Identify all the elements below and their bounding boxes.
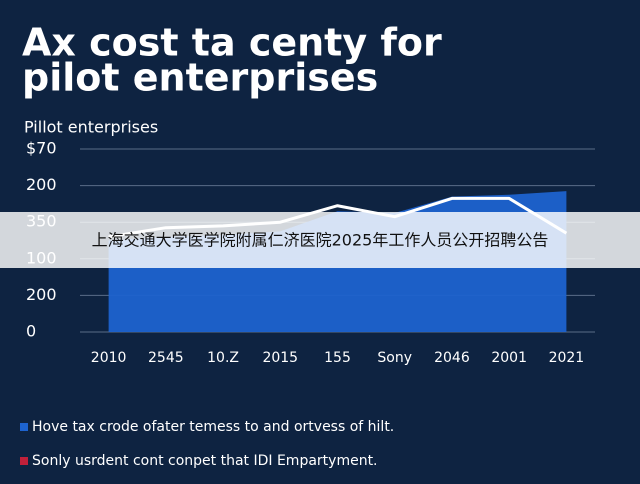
x-tick-label: 2046 <box>434 350 470 366</box>
x-tick-label: 2545 <box>148 350 184 366</box>
legend-marker <box>20 423 28 431</box>
banner-text: 上海交通大学医学院附属仁济医院2025年工作人员公开招聘公告 <box>92 231 549 250</box>
chart-title: Ax cost ta centy for <box>22 21 442 65</box>
y-tick-label: 200 <box>26 285 57 304</box>
x-tick-label: 10.Z <box>207 350 239 366</box>
x-tick-label: 2021 <box>549 350 585 366</box>
x-tick-label: 2010 <box>91 350 127 366</box>
y-tick-label: 0 <box>26 322 36 341</box>
banner-background <box>0 212 640 268</box>
chart-title: pilot enterprises <box>22 56 378 100</box>
y-tick-label: $70 <box>26 139 57 158</box>
legend-label: Sonly usrdent cont conpet that IDI Empar… <box>32 453 378 469</box>
x-tick-label: Sony <box>377 350 412 366</box>
legend-marker <box>20 457 28 465</box>
x-tick-label: 155 <box>324 350 351 366</box>
x-tick-label: 2015 <box>262 350 298 366</box>
y-tick-label: 200 <box>26 175 57 194</box>
legend-label: Hove tax crode ofater temess to and ortv… <box>32 419 394 435</box>
x-tick-label: 2001 <box>491 350 527 366</box>
chart-subtitle: Pillot enterprises <box>24 118 158 137</box>
